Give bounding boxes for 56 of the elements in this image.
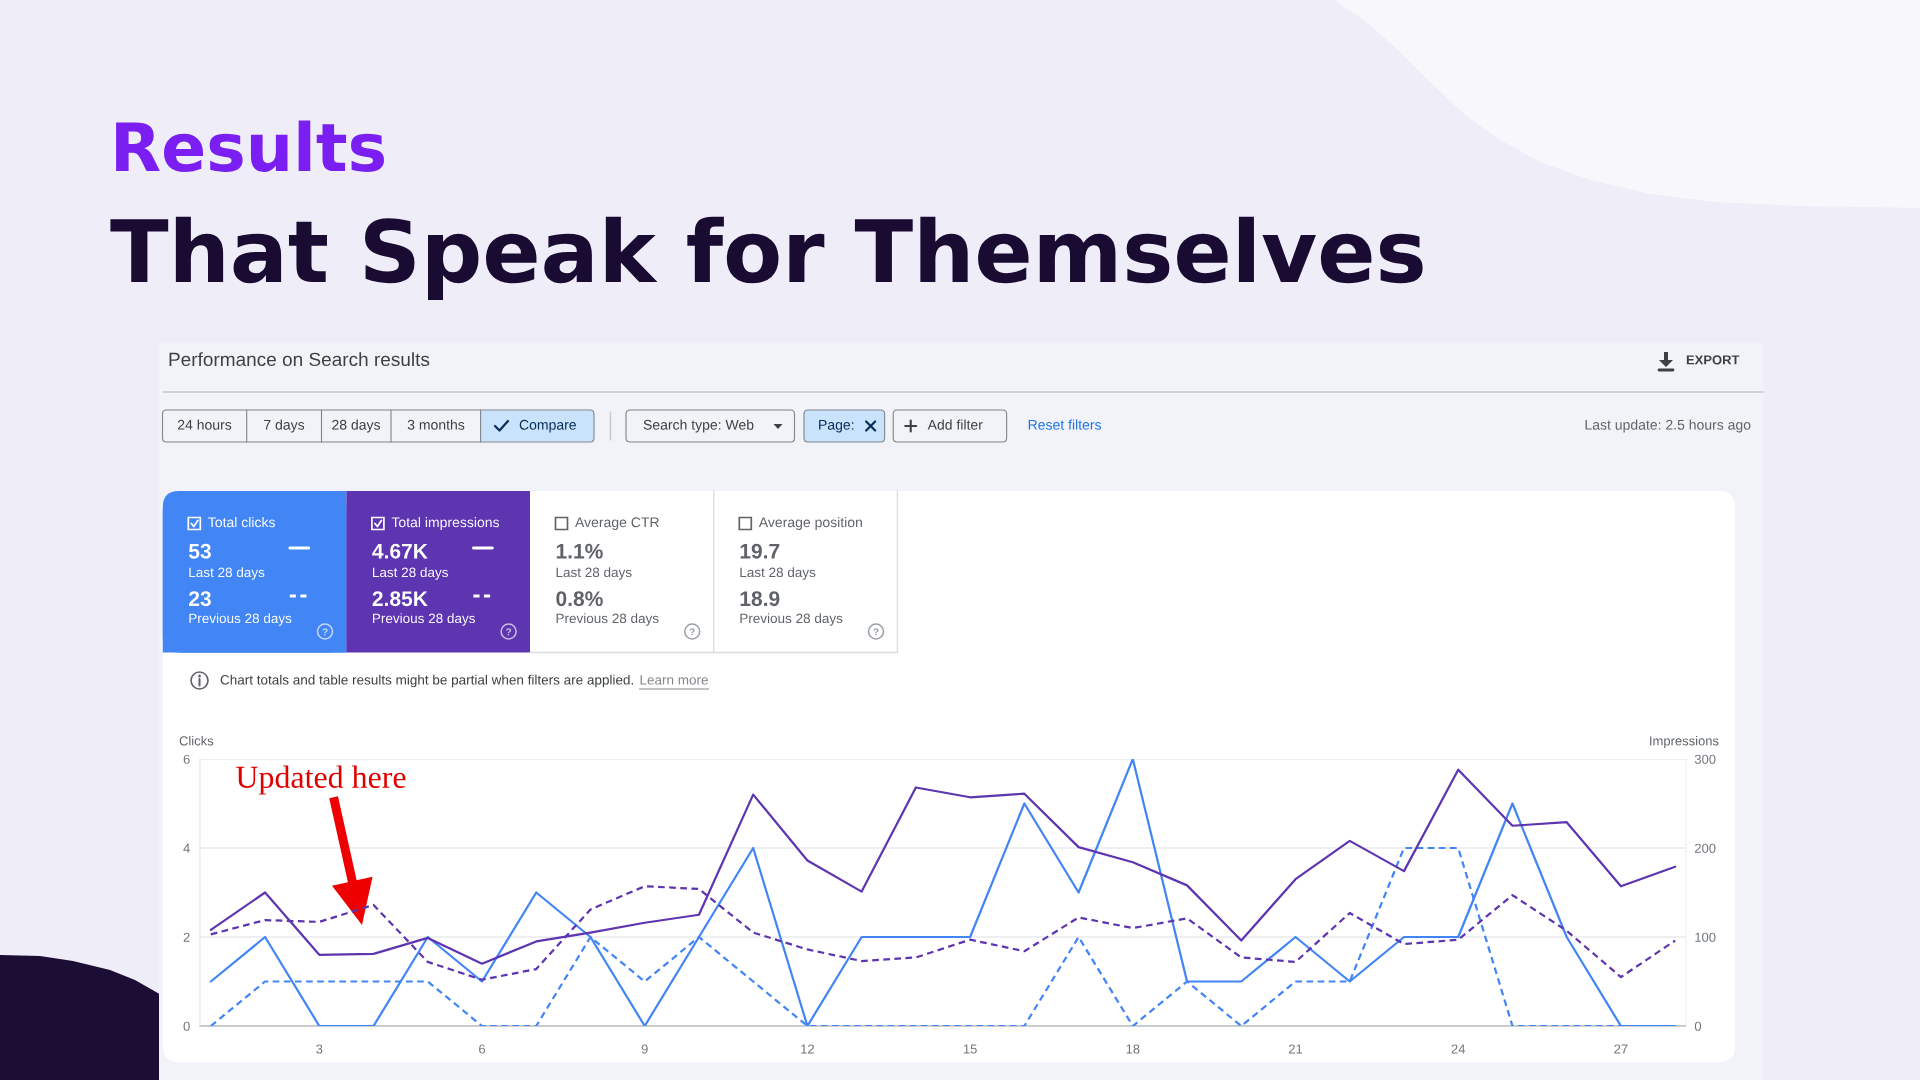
x-tick-label: 15 [963,1044,977,1054]
text: 4.67K [372,543,428,559]
y2-axis-title: Impressions [1650,735,1719,749]
x-tick-label: 24 [1451,1044,1466,1054]
text: Last 28 days [373,567,448,580]
text: Reset filters [1028,419,1102,430]
x-tick-label: 6 [479,1044,486,1054]
text: Last 28 days [189,567,265,580]
text: Chart totals and table results might be partial when filters are applied. [220,674,633,688]
y2-tick-label: 200 [1694,843,1716,853]
text: Performance on Search results [169,352,430,367]
text: 2.85K [372,591,428,607]
text: Previous 28 days [740,613,843,626]
text: Add filter [927,419,983,430]
text: Total clicks [208,516,275,528]
text: 24 hours [177,419,232,430]
text: Previous 28 days [373,613,475,626]
text: Results [116,120,384,172]
text: 53 [188,543,211,559]
text: Previous 28 days [556,613,659,626]
text: Last 28 days [740,567,816,580]
x-tick-label: 12 [801,1044,814,1054]
text: Learn more [640,675,708,685]
text: Last update: 2.5 hours ago [1585,419,1751,433]
y-tick-label: 2 [183,932,190,942]
y-tick-label: 4 [183,843,190,853]
text: Previous 28 days [189,613,292,626]
x-tick-label: 3 [316,1044,323,1054]
text: 28 days [332,419,381,433]
text: Compare [519,419,576,433]
text: Page: [819,419,854,433]
text: Average position [758,516,862,531]
text: 23 [189,591,211,607]
text: 7 days [264,419,305,433]
text: 0.8% [556,591,603,607]
y-axis-title: Clicks [179,735,214,746]
text: Total impressions [391,516,500,531]
text: Search type: Web [643,419,754,433]
text: 19.7 [740,543,780,559]
y2-tick-label: 100 [1695,932,1716,942]
x-tick-label: 9 [641,1044,648,1054]
x-tick-label: 27 [1614,1044,1628,1054]
text: 18.9 [740,591,780,607]
text: 3 months [407,419,465,430]
text: EXPORT [1686,355,1740,365]
text: Average CTR [575,517,659,531]
x-tick-label: 21 [1288,1044,1303,1054]
y-tick-label: 6 [183,754,190,764]
annotation: Updated here [236,765,406,795]
x-tick-label: 18 [1126,1044,1140,1054]
y-tick-label: 0 [183,1021,190,1031]
y2-tick-label: 300 [1694,754,1716,764]
y2-tick-label: 0 [1694,1021,1702,1031]
text: That Speak for Themselves [110,216,1423,300]
text: 1.1% [556,543,603,559]
text: Last 28 days [556,567,632,580]
